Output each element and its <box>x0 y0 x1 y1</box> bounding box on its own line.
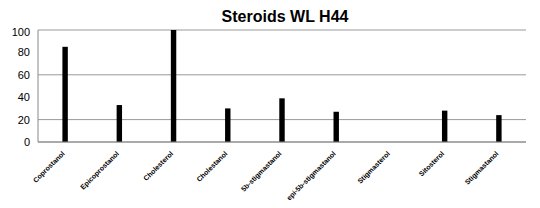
svg-text:40: 40 <box>18 91 30 103</box>
svg-text:Sitosterol: Sitosterol <box>418 150 446 178</box>
svg-text:Coprostanol: Coprostanol <box>32 150 67 185</box>
html-text:Steroids WL H44: Steroids WL H44 <box>221 8 349 25</box>
svg-text:20: 20 <box>18 114 30 126</box>
svg-text:0: 0 <box>24 136 30 148</box>
svg-text:Stigmasterol: Stigmasterol <box>356 150 392 186</box>
svg-text:epi-5b-stigmastanol: epi-5b-stigmastanol <box>285 150 337 200</box>
svg-text:Cholesterol: Cholesterol <box>142 150 174 182</box>
svg-text:100: 100 <box>12 26 30 38</box>
svg-text:80: 80 <box>18 46 30 58</box>
svg-text:Stigmastanol: Stigmastanol <box>464 150 501 187</box>
svg-text:Cholestanol: Cholestanol <box>195 150 228 183</box>
svg-text:5b-stigmastanol: 5b-stigmastanol <box>240 150 284 194</box>
svg-text:60: 60 <box>18 69 30 81</box>
svg-text:Epicoprostanol: Epicoprostanol <box>79 150 121 192</box>
